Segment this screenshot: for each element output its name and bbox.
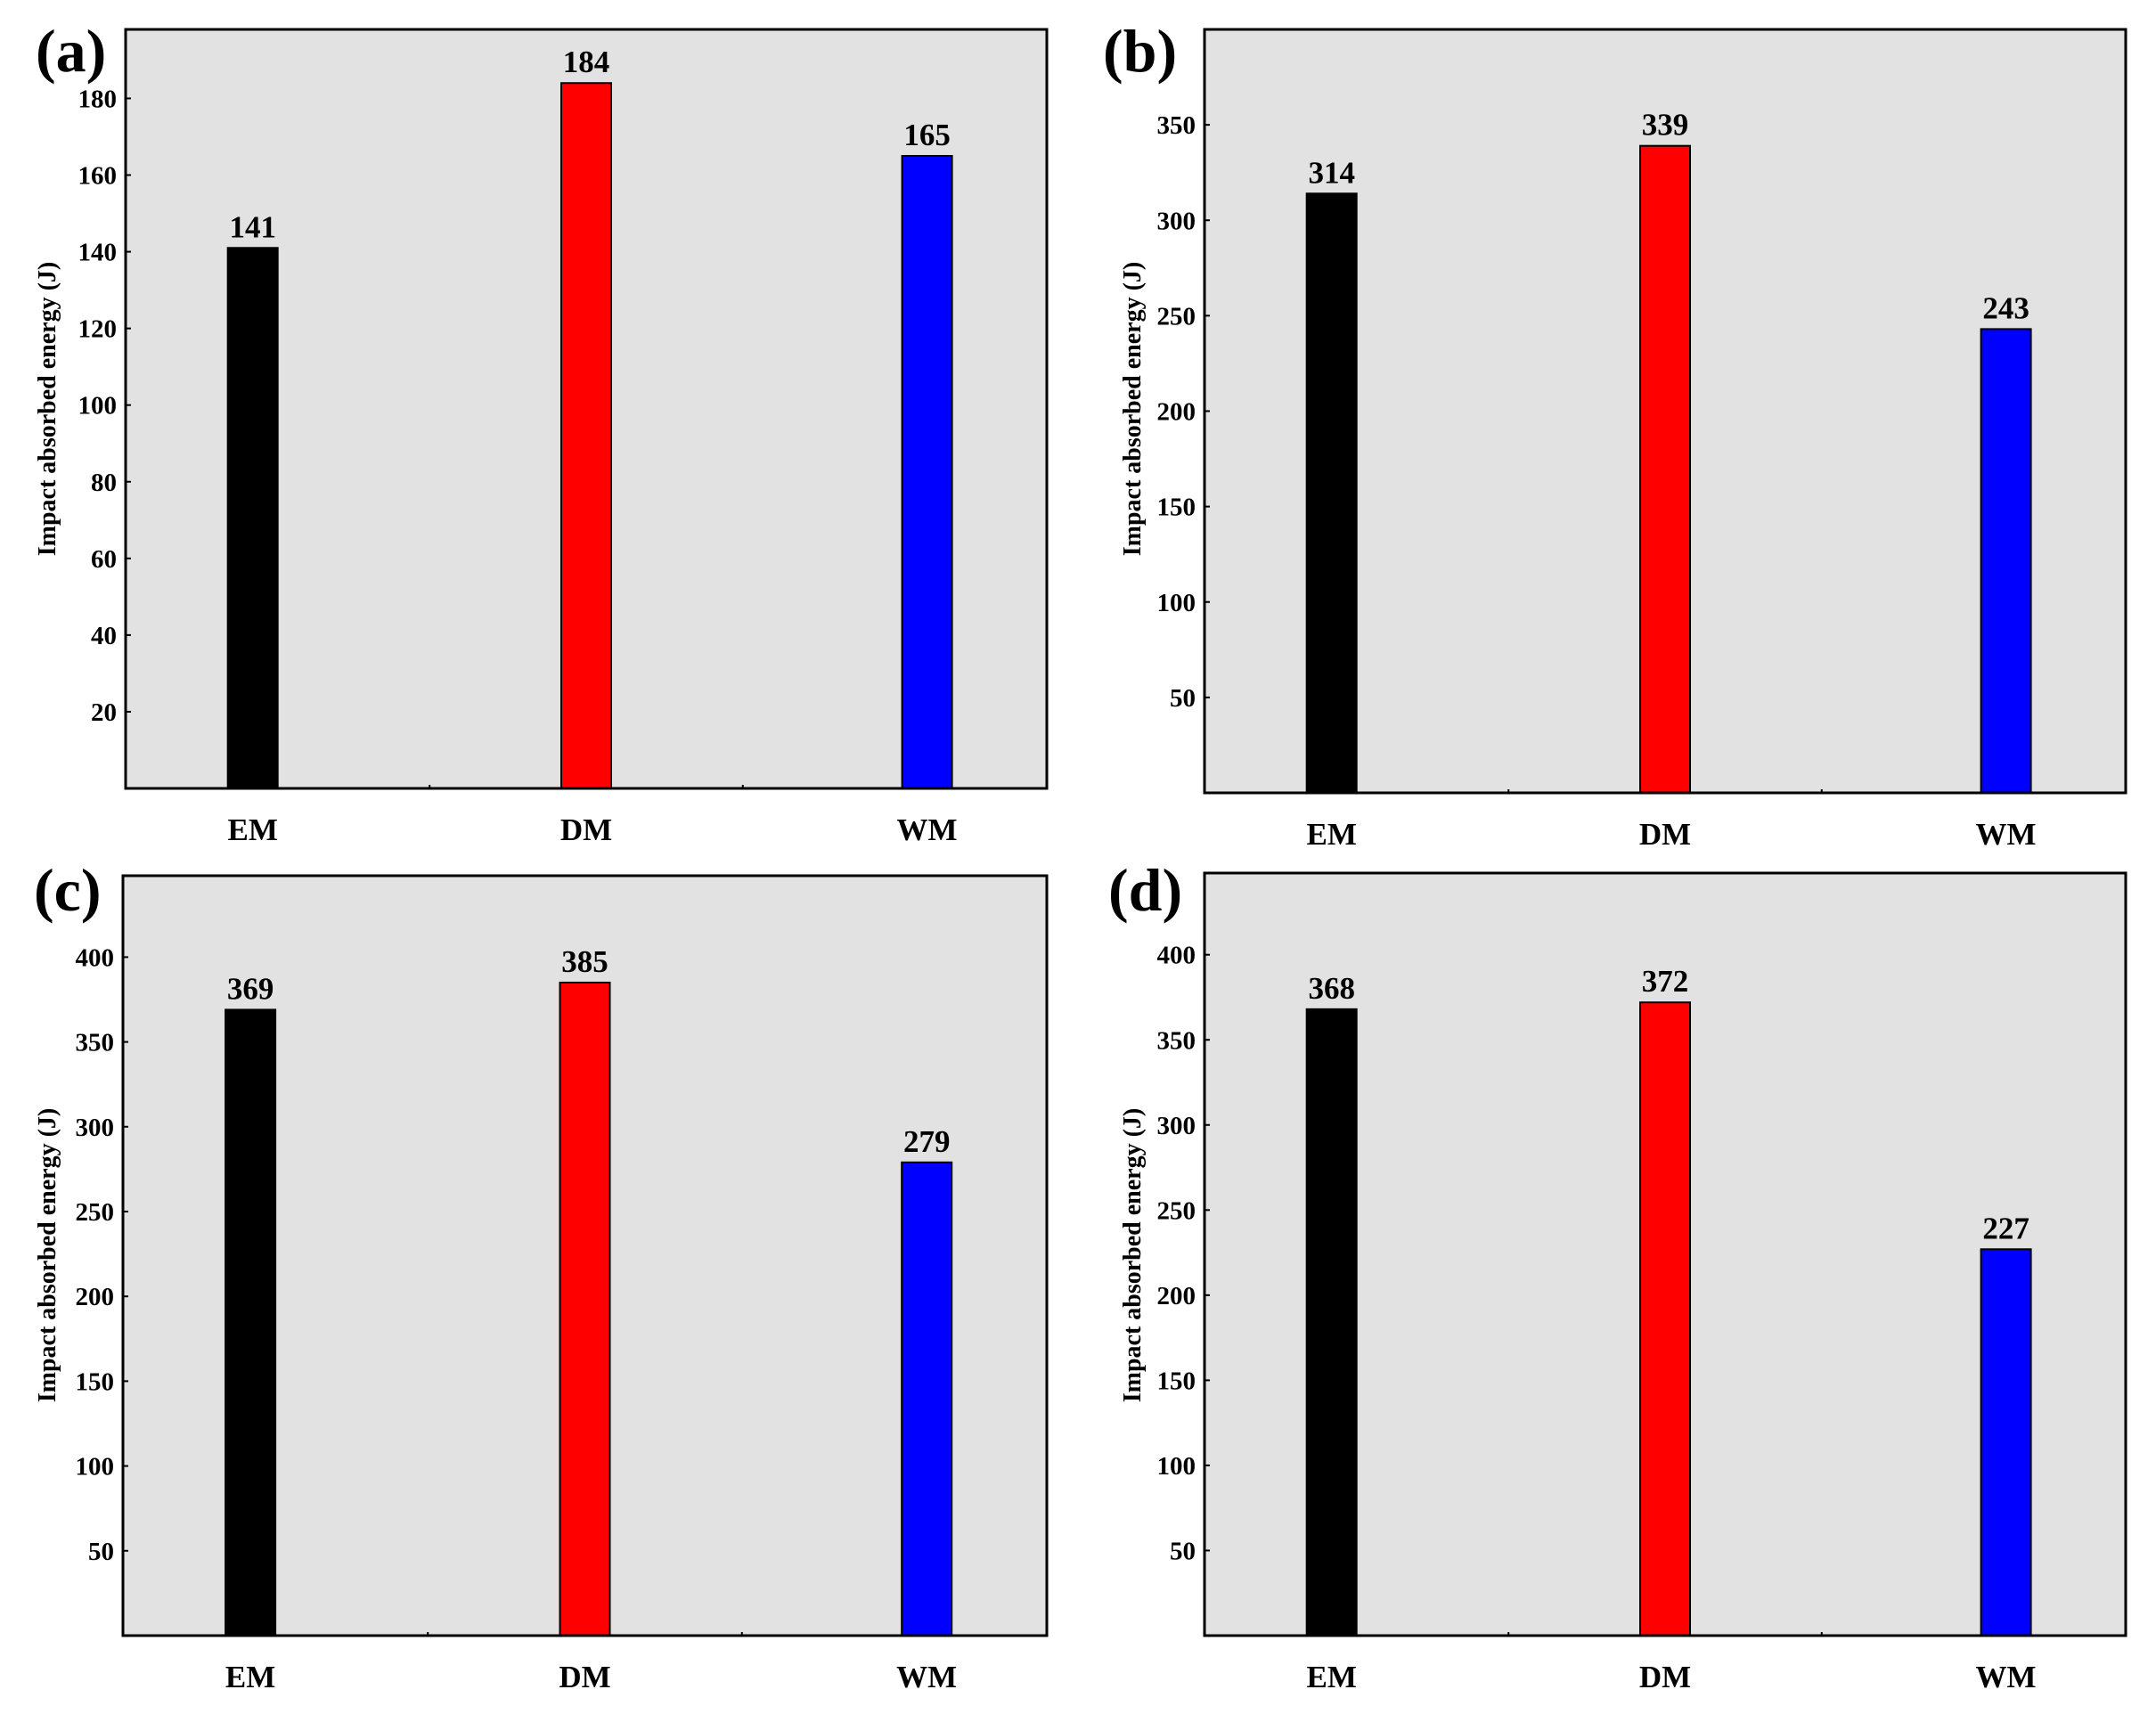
x-tick-label-dm: DM <box>560 812 612 847</box>
x-tick-label-wm: WM <box>1976 1660 2037 1694</box>
bar-dm <box>559 981 611 1636</box>
y-tick-label: 100 <box>78 392 118 420</box>
y-tick-label: 40 <box>91 622 117 650</box>
x-tick-label-em: EM <box>1306 817 1356 852</box>
y-tick-label: 350 <box>1157 111 1196 140</box>
chart-panel-3: 369 EM 385 DM 279 WM 50 100 150 200 250 300 350 400 Im… <box>34 856 1049 1694</box>
bar-wm <box>1980 328 2032 794</box>
x-tick-label-wm: WM <box>896 1660 957 1694</box>
y-tick-label: 60 <box>91 545 117 574</box>
panel-label: (d) <box>1108 856 1182 924</box>
y-tick-label: 50 <box>1170 684 1196 713</box>
bar-em <box>1305 1008 1358 1637</box>
y-tick-label: 300 <box>76 1114 115 1142</box>
bar-wm <box>1980 1248 2032 1636</box>
y-tick-label: 200 <box>1157 398 1196 427</box>
y-axis-label: Impact absorbed energy (J) <box>34 1108 61 1403</box>
plot-frame <box>121 874 1049 1637</box>
y-tick-label: 150 <box>76 1367 115 1396</box>
data-label-dm: 339 <box>1642 108 1689 143</box>
bar-em <box>1305 192 1358 794</box>
x-tick-label-em: EM <box>227 812 277 847</box>
data-label-em: 368 <box>1308 971 1355 1006</box>
y-axis-label: Impact absorbed energy (J) <box>1119 262 1147 557</box>
y-tick-label: 20 <box>91 698 117 727</box>
data-label-wm: 165 <box>903 118 951 152</box>
y-axis-label: Impact absorbed energy (J) <box>1119 1108 1147 1403</box>
bar-em <box>225 1008 277 1636</box>
y-tick-label: 150 <box>1157 1367 1196 1395</box>
y-tick-label: 250 <box>1157 302 1196 331</box>
y-tick-label: 400 <box>1157 942 1196 970</box>
bar-em <box>226 247 279 790</box>
bar-dm <box>1639 1001 1691 1636</box>
plot-frame <box>1203 28 2127 795</box>
y-tick-label: 200 <box>76 1283 115 1311</box>
data-label-dm: 385 <box>561 944 608 979</box>
y-tick-label: 180 <box>78 85 118 113</box>
y-axis-label: Impact absorbed energy (J) <box>34 262 61 557</box>
y-tick-label: 100 <box>1157 1452 1196 1481</box>
data-label-wm: 227 <box>1982 1211 2029 1245</box>
panel-label: (a) <box>36 17 106 85</box>
y-tick-label: 100 <box>76 1453 115 1481</box>
bar-wm <box>901 1161 953 1637</box>
y-tick-label: 120 <box>78 315 118 344</box>
y-tick-label: 160 <box>78 162 118 191</box>
data-label-dm: 372 <box>1642 964 1689 999</box>
data-label-wm: 243 <box>1982 290 2029 325</box>
plot-frame <box>124 28 1049 790</box>
x-tick-label-dm: DM <box>1639 1660 1691 1694</box>
y-tick-label: 350 <box>76 1029 115 1057</box>
y-tick-label: 300 <box>1157 207 1196 235</box>
y-tick-label: 150 <box>1157 494 1196 522</box>
chart-panel-4: 368 EM 372 DM 227 WM 50 100 150 200 250 300 350 400 Im… <box>1108 856 2127 1694</box>
data-label-dm: 184 <box>563 45 610 79</box>
y-tick-label: 300 <box>1157 1112 1196 1140</box>
y-tick-label: 250 <box>1157 1196 1196 1225</box>
y-tick-label: 140 <box>78 239 118 267</box>
data-label-em: 369 <box>227 971 274 1006</box>
y-tick-label: 250 <box>76 1198 115 1227</box>
plot-frame <box>1203 871 2127 1637</box>
y-tick-label: 50 <box>1170 1537 1196 1565</box>
x-tick-label-wm: WM <box>897 812 958 847</box>
x-tick-label-em: EM <box>1306 1660 1356 1694</box>
data-label-em: 314 <box>1308 155 1355 190</box>
x-tick-label-em: EM <box>225 1660 275 1694</box>
chart-panel-2: 314 EM 339 DM 243 WM 50 100 150 200 250 300 350 Impac… <box>1103 17 2127 852</box>
bar-dm <box>560 82 612 789</box>
x-tick-label-dm: DM <box>559 1660 610 1694</box>
y-tick-label: 200 <box>1157 1282 1196 1310</box>
y-tick-label: 80 <box>91 469 117 497</box>
bar-dm <box>1639 144 1691 794</box>
x-tick-label-dm: DM <box>1639 817 1691 852</box>
y-tick-label: 50 <box>88 1538 114 1566</box>
panel-label: (b) <box>1103 17 1177 85</box>
y-tick-label: 100 <box>1157 589 1196 617</box>
y-tick-label: 350 <box>1157 1026 1196 1055</box>
panel-label: (c) <box>34 856 101 924</box>
data-label-wm: 279 <box>903 1124 951 1159</box>
chart-panel-1: 141 EM 184 DM 165 WM 20 40 60 80 100 120 140 160 180 Im… <box>34 17 1049 847</box>
x-tick-label-wm: WM <box>1976 817 2037 852</box>
data-label-em: 141 <box>229 209 276 244</box>
bar-wm <box>901 155 953 789</box>
y-tick-label: 400 <box>76 943 115 972</box>
